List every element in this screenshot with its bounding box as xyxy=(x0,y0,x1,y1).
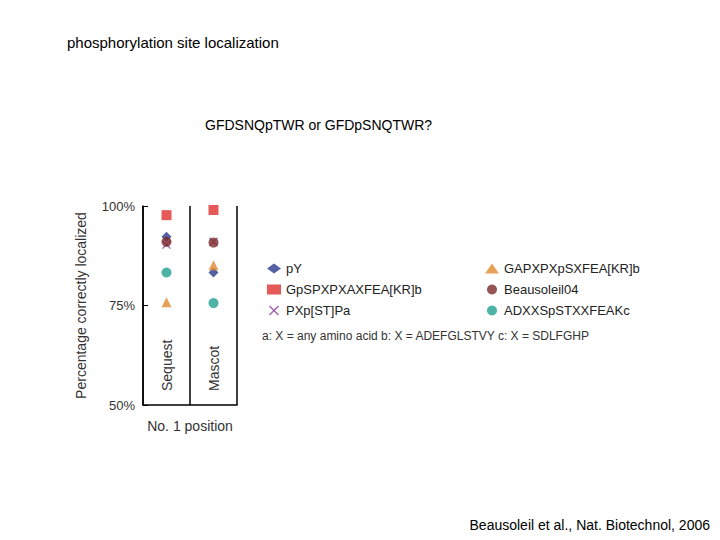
svg-text:a: X = any amino acid b: X = A: a: X = any amino acid b: X = ADEFGLSTVY … xyxy=(262,329,589,343)
svg-text:Beausoleil et al., Nat. Biotec: Beausoleil et al., Nat. Biotechnol, 2006 xyxy=(470,517,711,533)
svg-text:Percentage correctly localized: Percentage correctly localized xyxy=(73,212,89,399)
svg-text:GAPXPXpSXFEA[KR]b: GAPXPXpSXFEA[KR]b xyxy=(504,261,640,276)
svg-text:GFDSNQpTWR or GFDpSNQTWR?: GFDSNQpTWR or GFDpSNQTWR? xyxy=(205,117,432,133)
svg-text:75%: 75% xyxy=(109,298,135,313)
svg-text:ADXXSpSTXXFEAKc: ADXXSpSTXXFEAKc xyxy=(504,303,630,318)
svg-text:pY: pY xyxy=(286,261,302,276)
svg-text:50%: 50% xyxy=(109,398,135,413)
svg-text:Mascot: Mascot xyxy=(206,346,222,391)
svg-text:GpSPXPXAXFEA[KR]b: GpSPXPXAXFEA[KR]b xyxy=(286,282,422,297)
svg-text:phosphorylation site localizat: phosphorylation site localization xyxy=(67,34,279,51)
svg-text:Sequest: Sequest xyxy=(159,340,175,391)
svg-text:PXp[ST]Pa: PXp[ST]Pa xyxy=(286,303,351,318)
svg-text:Beausoleil04: Beausoleil04 xyxy=(504,282,578,297)
svg-text:100%: 100% xyxy=(102,199,136,214)
svg-text:No. 1 position: No. 1 position xyxy=(147,418,233,434)
